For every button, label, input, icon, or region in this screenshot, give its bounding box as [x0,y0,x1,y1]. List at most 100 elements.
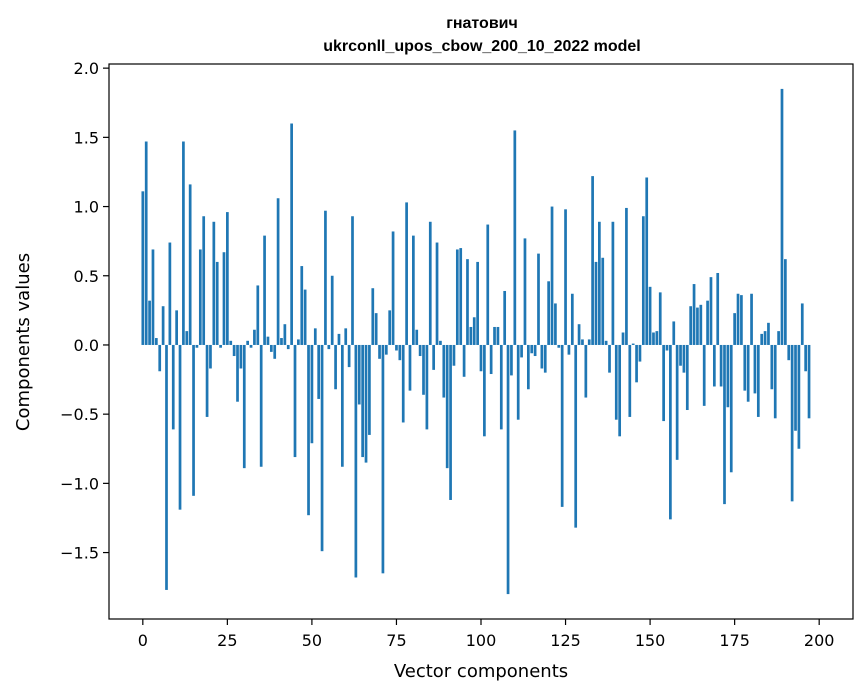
bar [182,141,185,345]
bar [222,252,226,345]
bar [574,344,578,528]
bar [276,198,280,345]
bar [614,344,618,420]
bar [405,202,408,345]
bar [188,184,192,345]
y-axis-label: Components values [13,253,34,431]
bar [604,340,608,345]
bar [229,340,233,345]
x-tick-label: 125 [550,631,581,650]
bar [415,329,419,345]
bar [408,344,412,391]
bar [770,344,774,390]
bar [584,344,588,398]
bar [567,344,571,355]
bar [516,344,520,420]
bar [794,344,797,431]
bar [368,344,371,435]
bar [784,259,787,345]
bar [425,344,429,430]
bar [740,295,743,345]
bar [476,261,479,345]
bar [198,249,202,345]
bar [344,328,348,345]
bar [185,331,189,345]
bar [550,206,554,345]
bars-group [141,88,811,595]
bar [672,321,676,345]
bar [472,317,476,345]
bar [320,344,324,552]
bar [526,344,530,390]
bar [533,344,537,357]
bar [726,344,730,408]
bar [378,344,381,359]
bar [175,310,178,345]
bar [669,344,672,520]
bar [418,344,422,357]
y-tick-label: −0.5 [60,405,99,424]
bar [171,344,175,430]
bar [543,344,547,373]
bar [462,344,466,377]
bar [327,344,331,350]
bar [750,293,753,345]
bar [665,344,669,351]
bar [209,344,212,369]
bar [787,344,791,361]
bar [489,344,493,375]
bar [554,303,557,345]
bar [594,261,598,345]
bar [300,266,304,345]
bar [804,344,808,372]
x-tick-label: 100 [466,631,497,650]
bar [557,344,561,348]
bar [232,344,236,357]
bar [249,344,253,348]
bar [598,221,601,345]
y-tick-label: 1.0 [74,198,99,217]
bar [303,289,307,345]
bar [253,329,256,345]
bar [523,238,527,345]
bar [760,333,764,345]
bar [560,344,564,507]
bar [337,333,341,345]
x-tick-label: 0 [138,631,148,650]
bar [645,177,649,345]
bar [641,216,645,345]
bar [773,344,777,419]
bar [631,343,635,345]
bar [611,221,615,345]
bar [297,339,300,345]
bar [151,249,155,345]
bar [391,231,395,345]
bar [330,275,334,345]
bar [178,344,182,510]
bar [466,259,469,345]
chart-title: гнатович [446,15,518,32]
bar [763,331,767,345]
bar [374,313,378,345]
bar [412,235,415,345]
y-axis-ticks: −1.5 −1.0 −0.5 0.0 0.5 1.0 1.5 2.0 [60,59,109,563]
bar [682,344,686,373]
bar [202,216,206,345]
y-tick-label: 0.0 [74,336,99,355]
bar [746,344,750,402]
bar [719,344,723,387]
bar [790,344,794,502]
bar [283,324,287,345]
bar [699,304,703,345]
bar [662,344,665,422]
bar [709,277,713,345]
bar [239,344,243,369]
bar [340,344,344,467]
bar [158,344,162,372]
bar [581,339,584,345]
bar [168,242,172,345]
bar [807,344,811,419]
bar [263,235,266,345]
bar [226,212,229,345]
bar [689,306,693,345]
